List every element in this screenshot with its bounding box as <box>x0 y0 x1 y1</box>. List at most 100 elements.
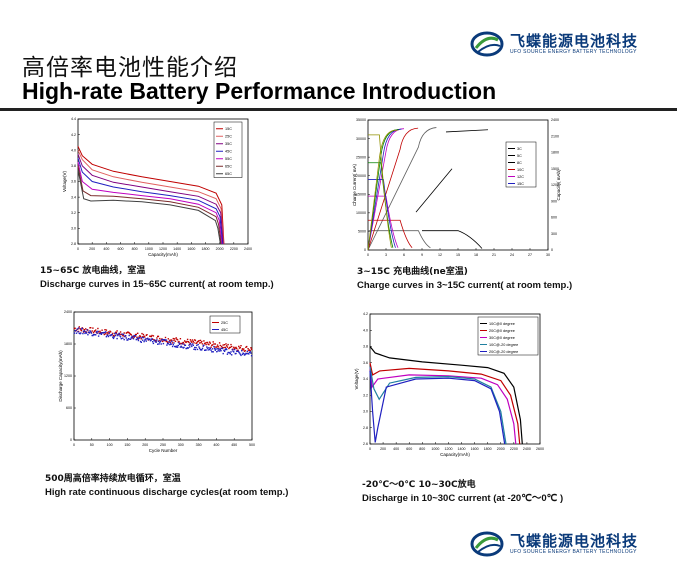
cycle-point <box>216 346 218 348</box>
cycle-point <box>122 333 125 336</box>
y2-tick-label: 300 <box>551 232 557 236</box>
cycle-point <box>211 344 214 346</box>
cycle-point <box>183 346 185 349</box>
cycle-point <box>206 346 208 348</box>
cycle-point <box>241 353 244 356</box>
cycle-point <box>107 335 110 338</box>
cycle-point <box>218 350 221 352</box>
cycle-point <box>95 329 97 331</box>
cycle-point <box>185 341 187 344</box>
cycle-point <box>230 343 232 346</box>
cycle-point <box>189 346 191 348</box>
cycle-point <box>233 351 235 353</box>
cycle-point <box>132 338 135 340</box>
cycle-point <box>132 336 134 338</box>
current-line <box>368 219 413 249</box>
x-tick-label: 400 <box>213 443 219 447</box>
cycle-point <box>173 339 175 342</box>
series-line <box>369 366 507 445</box>
cycle-point <box>198 346 200 348</box>
brand-name-cn: 飞蝶能源电池科技 <box>510 32 639 50</box>
cycle-point <box>169 341 172 343</box>
cycle-point <box>112 336 114 338</box>
cycle-point <box>144 338 147 340</box>
cycle-point <box>166 341 169 344</box>
cycle-point <box>119 335 121 337</box>
x-tick-label: 400 <box>103 247 109 251</box>
cycle-point <box>85 331 88 333</box>
cycle-point <box>230 351 232 353</box>
cycle-point <box>229 353 231 355</box>
cycle-point <box>112 332 114 335</box>
cycle-point <box>197 340 199 343</box>
legend-entry: 3C <box>517 147 522 151</box>
y-tick-label: 600 <box>66 406 72 410</box>
cycle-point <box>149 335 152 337</box>
cycle-point <box>173 342 175 344</box>
y-tick-label: 2.8 <box>71 242 76 246</box>
y2-tick-label: 1800 <box>551 151 559 155</box>
x-tick-label: 2200 <box>510 447 518 451</box>
cycle-point <box>211 351 213 353</box>
cycle-point <box>245 352 247 355</box>
cycle-point <box>189 342 192 345</box>
cycle-point <box>211 348 214 350</box>
current-line <box>422 230 483 249</box>
cycle-point <box>172 337 174 340</box>
cycle-point <box>222 352 224 355</box>
cycle-point <box>192 340 194 343</box>
cycle-point <box>125 337 127 339</box>
cycle-point <box>82 332 84 335</box>
cycle-point <box>127 338 130 340</box>
y2-axis-label: Capacity( mAh) <box>556 169 561 201</box>
brand-name-cn: 飞蝶能源电池科技 <box>510 532 639 550</box>
cycle-point <box>191 341 193 343</box>
cycle-point <box>157 335 160 338</box>
x-tick-label: 1600 <box>471 447 479 451</box>
x-tick-label: 450 <box>231 443 237 447</box>
cycle-point <box>122 337 124 339</box>
cycle-point <box>208 348 211 351</box>
legend-entry: 20C@-20 degree <box>489 350 518 354</box>
cycle-point <box>215 346 217 348</box>
cycle-point <box>129 338 132 340</box>
cycle-point <box>113 336 115 338</box>
cycle-point <box>137 338 140 340</box>
x-tick-label: 500 <box>249 443 255 447</box>
cycle-point <box>156 339 158 341</box>
cycle-point <box>134 335 137 337</box>
cycle-point <box>100 333 103 335</box>
y-tick-label: 3.6 <box>363 361 368 365</box>
x-tick-label: 200 <box>89 247 95 251</box>
cycle-point <box>172 344 174 346</box>
series-line <box>369 370 506 445</box>
cycle-point <box>135 333 137 336</box>
logo-top: 飞蝶能源电池科技 UFO SOURCE ENERGY BATTERY TECHN… <box>470 30 638 58</box>
cycle-point <box>213 348 216 350</box>
y-tick-label: 35000 <box>356 118 366 122</box>
cycle-point <box>112 337 115 340</box>
cycle-point <box>191 339 194 341</box>
cycle-point <box>143 335 145 337</box>
cycle-point <box>188 341 190 344</box>
cycle-point <box>181 346 183 348</box>
legend-box <box>213 121 243 178</box>
cycle-point <box>196 348 199 351</box>
cycle-point <box>212 341 214 343</box>
cycle-point <box>115 331 118 334</box>
legend-entry: 12C <box>517 175 524 179</box>
cycle-point <box>247 348 249 350</box>
cycle-point <box>214 343 216 345</box>
cycle-point <box>84 332 86 335</box>
cycle-point <box>167 343 169 345</box>
x-tick-label: 1200 <box>444 447 452 451</box>
y-axis-label: Discharge Capacity(mAh) <box>58 350 63 402</box>
series-line <box>77 165 222 245</box>
cycle-point <box>88 332 90 334</box>
cycle-point <box>194 346 196 349</box>
cycle-point <box>79 328 81 330</box>
legend-entry: 30C@0 degree <box>489 336 515 340</box>
capacity-line <box>445 129 489 133</box>
cycle-point <box>185 347 187 350</box>
y-axis-label: Voltage(V) <box>354 368 359 390</box>
